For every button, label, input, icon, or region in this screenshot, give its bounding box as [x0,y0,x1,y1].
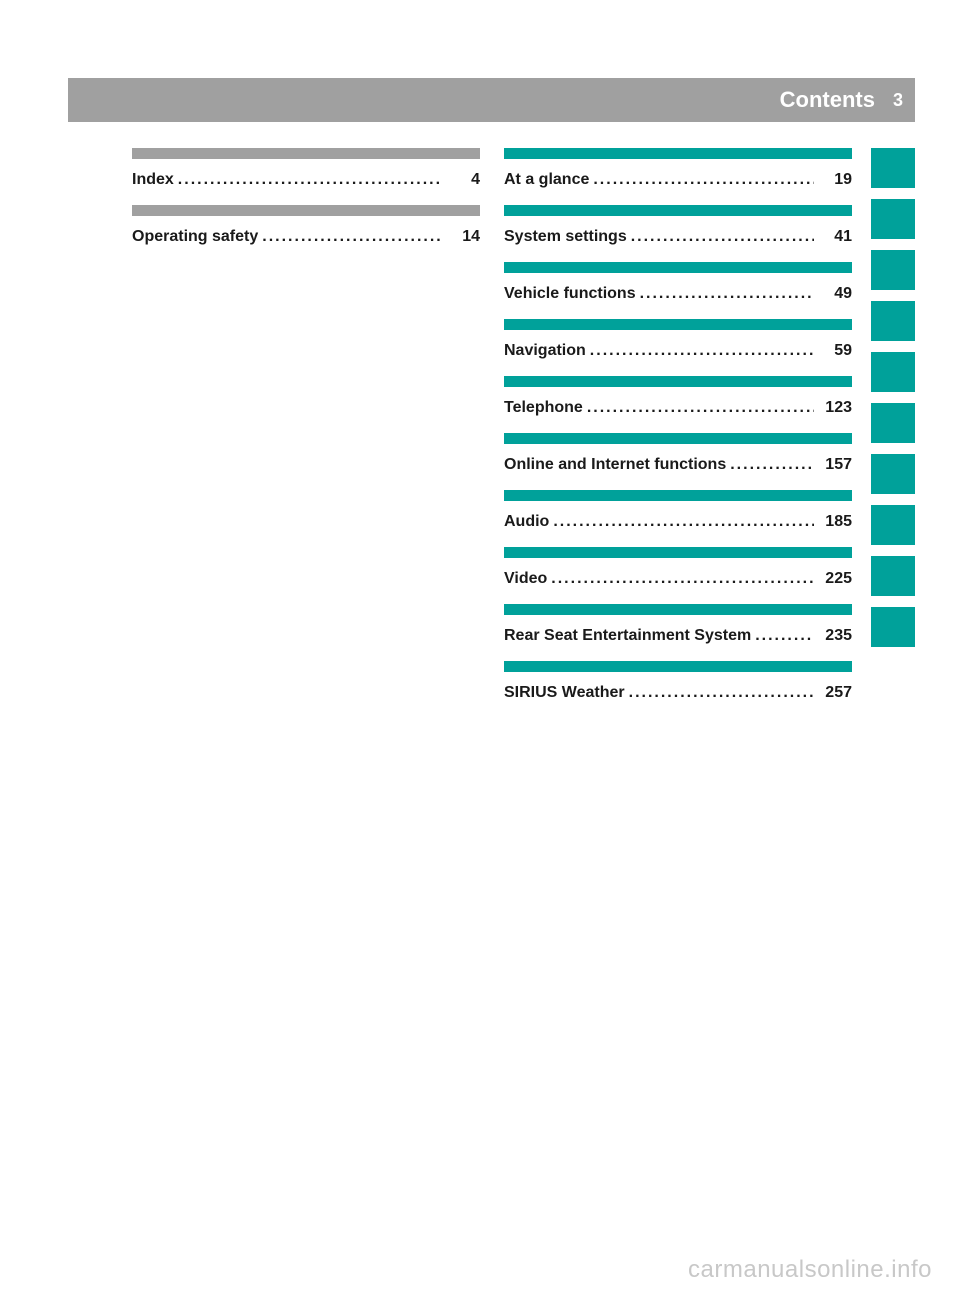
toc-page: 41 [814,228,852,246]
thumb-tab [871,403,915,443]
toc-line: Vehicle functions ......................… [504,285,852,303]
toc-line: Telephone ..............................… [504,399,852,417]
watermark-text: carmanualsonline.info [688,1256,932,1284]
toc-page: 4 [442,171,480,189]
section-bar-gray [132,205,480,216]
toc-line: Audio ..................................… [504,513,852,531]
header-band: Contents 3 [68,78,915,122]
toc-entry: Rear Seat Entertainment System .........… [504,604,852,645]
toc-line: Navigation .............................… [504,342,852,360]
toc-label: System settings [504,228,627,246]
toc-label: Index [132,171,174,189]
toc-entry: Audio ..................................… [504,490,852,531]
toc-entry: Telephone ..............................… [504,376,852,417]
toc-label: Video [504,570,547,588]
toc-entry: Vehicle functions ......................… [504,262,852,303]
toc-dots: ........................................… [625,684,814,702]
toc-entry: SIRIUS Weather .........................… [504,661,852,702]
page-number: 3 [893,90,903,111]
section-bar-teal [504,376,852,387]
thumb-tab [871,556,915,596]
toc-page: 257 [814,684,852,702]
toc-line: Rear Seat Entertainment System .........… [504,627,852,645]
toc-column-left: Index ..................................… [132,148,480,718]
toc-label: At a glance [504,171,589,189]
toc-line: Online and Internet functions ..........… [504,456,852,474]
toc-content: Index ..................................… [132,148,860,718]
toc-line: Video ..................................… [504,570,852,588]
toc-entry: Online and Internet functions ..........… [504,433,852,474]
toc-page: 157 [814,456,852,474]
toc-entry: Index ..................................… [132,148,480,189]
thumb-tab [871,352,915,392]
thumb-tab [871,505,915,545]
thumb-tab [871,199,915,239]
toc-entry: At a glance ............................… [504,148,852,189]
section-bar-teal [504,148,852,159]
section-bar-gray [132,148,480,159]
toc-label: SIRIUS Weather [504,684,625,702]
section-bar-teal [504,604,852,615]
toc-dots: ........................................… [589,171,814,189]
page-title: Contents [780,87,875,113]
section-bar-teal [504,433,852,444]
toc-line: At a glance ............................… [504,171,852,189]
toc-page: 49 [814,285,852,303]
toc-dots: ........................................… [174,171,442,189]
thumb-tabs [871,148,915,647]
toc-label: Online and Internet functions [504,456,726,474]
thumb-tab [871,148,915,188]
section-bar-teal [504,490,852,501]
section-bar-teal [504,319,852,330]
toc-line: SIRIUS Weather .........................… [504,684,852,702]
section-bar-teal [504,262,852,273]
toc-dots: ........................................… [583,399,814,417]
toc-line: System settings ........................… [504,228,852,246]
toc-dots: ........................................… [636,285,814,303]
toc-label: Rear Seat Entertainment System [504,627,751,645]
toc-label: Vehicle functions [504,285,636,303]
toc-page: 225 [814,570,852,588]
toc-page: 235 [814,627,852,645]
section-bar-teal [504,661,852,672]
toc-dots: ........................................… [258,228,442,246]
thumb-tab [871,301,915,341]
toc-line: Operating safety .......................… [132,228,480,246]
toc-page: 14 [442,228,480,246]
toc-dots: ........................................… [751,627,814,645]
toc-entry: Operating safety .......................… [132,205,480,246]
section-bar-teal [504,547,852,558]
toc-line: Index ..................................… [132,171,480,189]
toc-page: 59 [814,342,852,360]
toc-label: Telephone [504,399,583,417]
toc-page: 123 [814,399,852,417]
toc-label: Audio [504,513,549,531]
thumb-tab [871,454,915,494]
toc-dots: ........................................… [627,228,814,246]
toc-page: 185 [814,513,852,531]
toc-label: Operating safety [132,228,258,246]
thumb-tab [871,250,915,290]
toc-dots: ........................................… [726,456,814,474]
thumb-tab [871,607,915,647]
toc-column-right: At a glance ............................… [504,148,852,718]
manual-page: Contents 3 Index .......................… [0,0,960,1302]
section-bar-teal [504,205,852,216]
toc-dots: ........................................… [586,342,814,360]
toc-dots: ........................................… [549,513,814,531]
toc-entry: Navigation .............................… [504,319,852,360]
toc-dots: ........................................… [547,570,814,588]
toc-entry: System settings ........................… [504,205,852,246]
toc-entry: Video ..................................… [504,547,852,588]
toc-label: Navigation [504,342,586,360]
toc-page: 19 [814,171,852,189]
